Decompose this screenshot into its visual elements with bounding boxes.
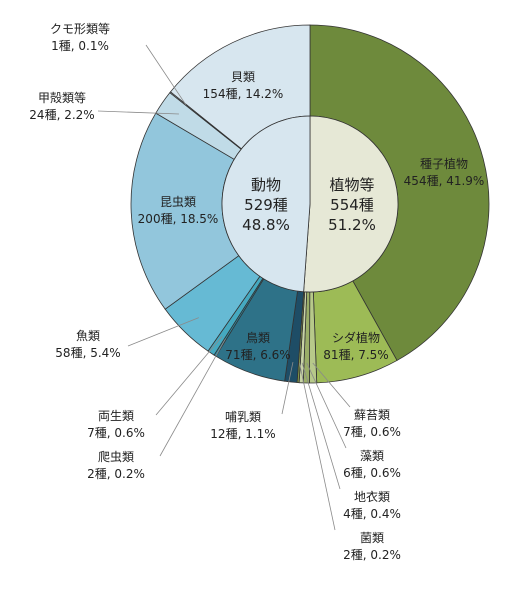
slice-name-label: 蘚苔類	[354, 408, 390, 422]
slice-value-label: 1種, 0.1%	[51, 39, 109, 53]
slice-name-label: 種子植物	[420, 156, 468, 171]
slice-name-label: 菌類	[360, 531, 384, 545]
slice-name-label: 両生類	[98, 409, 134, 423]
slice-value-label: 4種, 0.4%	[343, 507, 401, 521]
inner-pie	[221, 115, 399, 293]
inner-label: 529種	[244, 196, 288, 214]
slice-name-label: 哺乳類	[225, 410, 261, 424]
leader-lines	[97, 44, 351, 531]
leader-line	[155, 336, 223, 416]
slice-name-label: 貝類	[231, 70, 255, 84]
slice-value-label: 71種, 6.6%	[225, 348, 290, 362]
slice-value-label: 7種, 0.6%	[343, 425, 401, 439]
inner-slice	[221, 115, 311, 293]
leader-line	[145, 44, 187, 105]
leader-line	[312, 362, 351, 408]
outer-ring	[130, 24, 490, 384]
slice-name-label: 爬虫類	[98, 450, 134, 464]
inner-label: 48.8%	[242, 216, 290, 234]
leader-line	[301, 362, 341, 490]
leader-line	[159, 338, 226, 457]
inner-label: 植物等	[329, 176, 374, 194]
slice-value-label: 6種, 0.6%	[343, 466, 401, 480]
slice-value-label: 454種, 41.9%	[404, 174, 485, 188]
slice-value-label: 81種, 7.5%	[323, 348, 388, 362]
slice-value-label: 2種, 0.2%	[87, 467, 145, 481]
inner-slice	[303, 115, 399, 293]
slice-value-label: 154種, 14.2%	[203, 87, 284, 101]
slice-value-label: 12種, 1.1%	[210, 427, 275, 441]
leader-line	[127, 317, 199, 347]
slice-value-label: 7種, 0.6%	[87, 426, 145, 440]
inner-label: 554種	[330, 196, 374, 214]
slice-value-label: 2種, 0.2%	[343, 548, 401, 562]
slice-name-label: 藻類	[360, 449, 384, 463]
slice-name-label: 地衣類	[354, 489, 390, 504]
slice-name-label: シダ植物	[332, 330, 380, 345]
slice-labels: 動物 529種 48.8% 植物等 554種 51.2% 種子植物 454種, 41.9% シダ…	[29, 22, 484, 562]
leader-line	[306, 362, 347, 449]
slice-name-label: 魚類	[76, 329, 100, 343]
slice-name-label: 昆虫類	[160, 195, 196, 209]
slice-name-label: 鳥類	[246, 330, 270, 345]
leader-line	[281, 362, 294, 415]
slice-value-label: 24種, 2.2%	[29, 108, 94, 122]
inner-label: 動物	[251, 176, 281, 194]
slice-value-label: 200種, 18.5%	[138, 212, 219, 226]
slice-value-label: 58種, 5.4%	[55, 346, 120, 360]
slice-name-label: 甲殻類等	[38, 91, 86, 105]
leader-line	[97, 110, 179, 115]
inner-label: 51.2%	[328, 216, 376, 234]
slice-name-label: クモ形類等	[50, 22, 110, 36]
leader-line	[299, 362, 336, 531]
